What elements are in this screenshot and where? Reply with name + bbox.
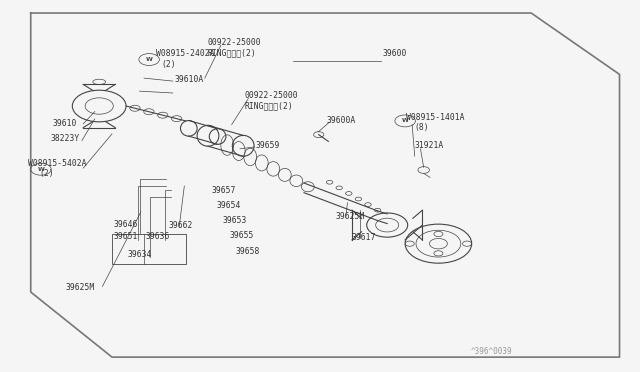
Text: ^396^0039: ^396^0039	[470, 347, 512, 356]
Text: W: W	[402, 118, 408, 124]
Text: 39655: 39655	[229, 231, 253, 240]
Text: (2): (2)	[161, 60, 176, 69]
Text: W08915-1401A: W08915-1401A	[406, 113, 465, 122]
Text: 38223Y: 38223Y	[51, 134, 80, 143]
Text: 39653: 39653	[223, 216, 247, 225]
Bar	[112, 234, 186, 264]
Text: 39625M: 39625M	[65, 283, 95, 292]
Text: 39610A: 39610A	[174, 75, 204, 84]
Text: W08915-5402A: W08915-5402A	[28, 159, 86, 168]
Text: 39625M: 39625M	[335, 212, 365, 221]
Text: (8): (8)	[414, 123, 429, 132]
Text: 39617: 39617	[352, 233, 376, 242]
Text: 00922-25000: 00922-25000	[208, 38, 262, 47]
Text: 39646: 39646	[114, 220, 138, 229]
Text: RINGリング(2): RINGリング(2)	[244, 102, 293, 110]
Text: 39654: 39654	[216, 201, 241, 210]
Text: 39657: 39657	[211, 186, 236, 195]
Text: 39658: 39658	[236, 247, 260, 256]
Text: 00922-25000: 00922-25000	[244, 91, 298, 100]
Text: (2): (2)	[40, 169, 54, 178]
Text: W: W	[146, 57, 152, 62]
Text: 39651: 39651	[114, 232, 138, 241]
Text: 39659: 39659	[256, 141, 280, 150]
Text: 39600A: 39600A	[326, 116, 356, 125]
Text: 39662: 39662	[168, 221, 193, 230]
Text: 39634: 39634	[128, 250, 152, 259]
Text: W08915-2402A: W08915-2402A	[156, 49, 214, 58]
Text: 39636: 39636	[146, 232, 170, 241]
Text: RINGリング(2): RINGリング(2)	[208, 49, 257, 58]
Text: 31921A: 31921A	[415, 141, 444, 150]
Text: 39600: 39600	[382, 49, 406, 58]
Text: W: W	[38, 167, 44, 172]
Text: 39610: 39610	[52, 119, 77, 128]
